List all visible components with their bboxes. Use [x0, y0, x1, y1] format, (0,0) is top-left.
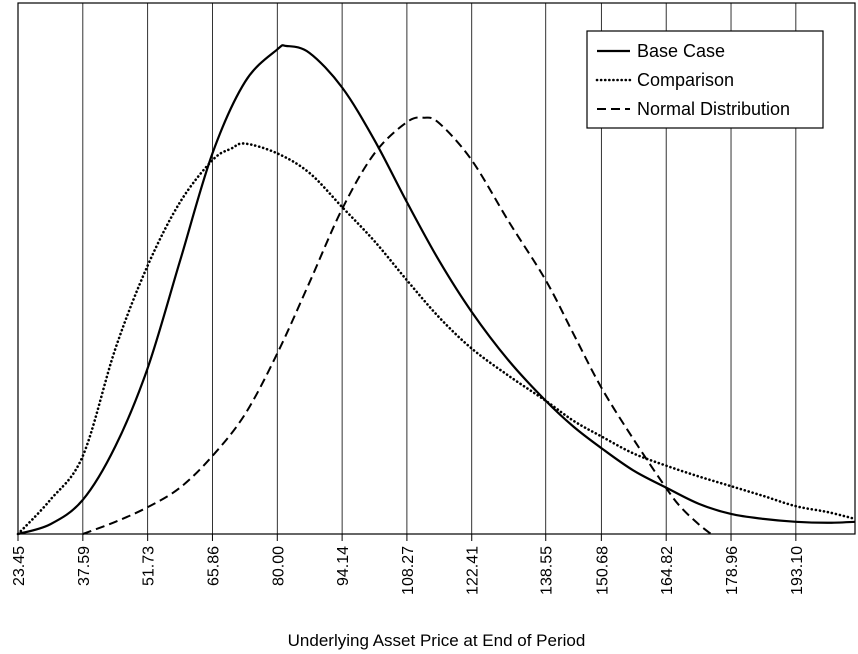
legend-label: Comparison [637, 70, 734, 90]
x-tick-label: 138.55 [539, 546, 556, 595]
legend: Base Case Comparison Normal Distribution [586, 30, 824, 129]
x-tick-label: 122.41 [465, 546, 482, 595]
x-axis-ticks: 23.45 37.59 51.73 65.86 80.00 94.14 108.27 122.… [11, 534, 806, 595]
series-line-normal-distribution [82, 116, 712, 535]
x-tick-label: 150.68 [594, 546, 611, 595]
x-tick-label: 23.45 [11, 546, 28, 586]
legend-label: Base Case [637, 41, 725, 61]
x-tick-label: 65.86 [205, 546, 222, 586]
series-line-base-case [17, 44, 856, 536]
series-line-comparison [16, 142, 857, 536]
x-tick-label: 80.00 [270, 546, 287, 586]
x-axis-title: Underlying Asset Price at End of Period [288, 631, 586, 650]
x-tick-label: 51.73 [141, 546, 158, 586]
x-tick-label: 193.10 [789, 546, 806, 595]
x-tick-label: 37.59 [76, 546, 93, 586]
x-tick-label: 108.27 [400, 546, 417, 595]
legend-label: Normal Distribution [637, 99, 790, 119]
x-tick-label: 164.82 [659, 546, 676, 595]
x-tick-label: 178.96 [724, 546, 741, 595]
series-group [16, 44, 857, 536]
x-tick-label: 94.14 [335, 546, 352, 586]
